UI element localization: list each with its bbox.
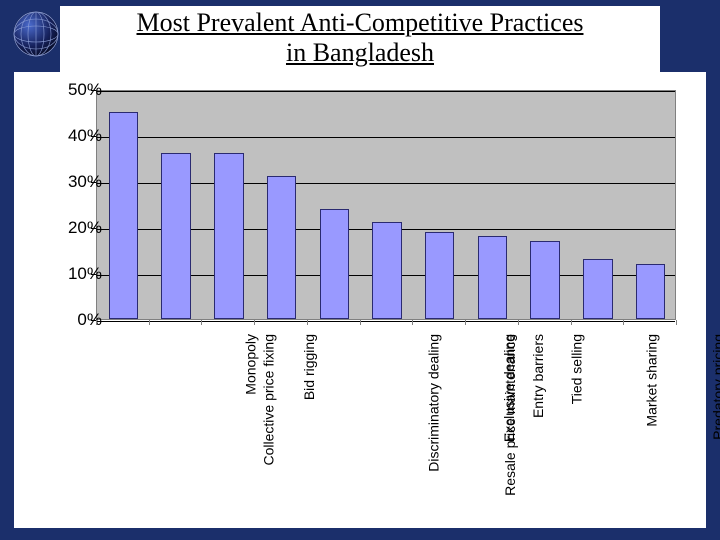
globe-icon <box>12 10 60 58</box>
x-tick-label: Market sharing <box>644 334 660 427</box>
x-tick-label: Entry barriers <box>530 334 546 418</box>
slide-title: Most Prevalent Anti-Competitive Practice… <box>60 6 660 74</box>
bar <box>109 112 139 319</box>
chart-container: 0%10%20%30%40%50% Collective price fixin… <box>14 72 706 528</box>
x-axis-labels: Collective price fixingMonopoly Bid riggi… <box>96 328 676 518</box>
y-tick-mark <box>91 136 96 137</box>
x-tick-mark <box>465 320 466 325</box>
slide-root: Most Prevalent Anti-Competitive Practice… <box>0 0 720 540</box>
title-line2: in Bangladesh <box>286 38 434 67</box>
x-tick-mark <box>96 320 97 325</box>
plot-area <box>96 90 676 320</box>
y-tick-mark <box>91 182 96 183</box>
x-tick-label: Collective price fixing <box>261 334 277 466</box>
y-tick-mark <box>91 274 96 275</box>
x-tick-label: Monopoly <box>243 334 259 395</box>
bar <box>320 209 350 319</box>
bar <box>425 232 455 319</box>
y-tick-mark <box>91 228 96 229</box>
bar <box>161 153 191 319</box>
title-line1: Most Prevalent Anti-Competitive Practice… <box>137 8 584 37</box>
x-tick-label: Discriminatory dealing <box>425 334 441 472</box>
bar-chart: 0%10%20%30%40%50% Collective price fixin… <box>34 82 686 518</box>
x-tick-label: Bid rigging <box>301 334 317 400</box>
x-tick-mark <box>412 320 413 325</box>
bar <box>372 222 402 319</box>
gridline <box>97 91 675 92</box>
x-tick-mark <box>518 320 519 325</box>
x-tick-label: Tied selling <box>569 334 585 404</box>
bar <box>583 259 613 319</box>
bar <box>267 176 297 319</box>
bar <box>636 264 666 319</box>
gridline <box>97 321 675 322</box>
x-tick-mark <box>201 320 202 325</box>
x-tick-mark <box>360 320 361 325</box>
bar <box>214 153 244 319</box>
bar <box>530 241 560 319</box>
gridline <box>97 137 675 138</box>
y-tick-mark <box>91 90 96 91</box>
x-tick-mark <box>254 320 255 325</box>
x-tick-label: Exclusive dealing <box>501 334 517 442</box>
x-tick-label: Predatory pricing <box>710 334 720 440</box>
x-tick-mark <box>676 320 677 325</box>
bar <box>478 236 508 319</box>
x-tick-mark <box>307 320 308 325</box>
x-tick-mark <box>571 320 572 325</box>
x-tick-mark <box>149 320 150 325</box>
x-tick-mark <box>623 320 624 325</box>
